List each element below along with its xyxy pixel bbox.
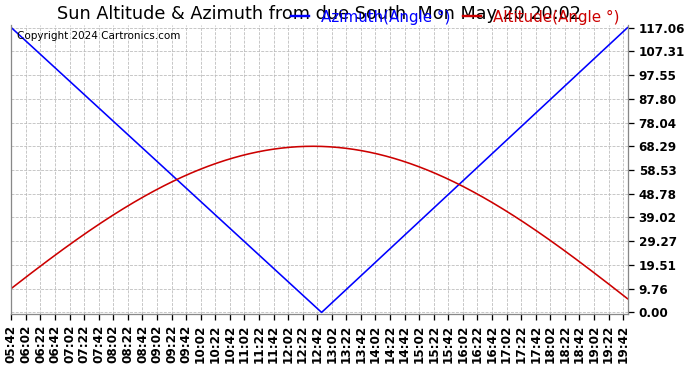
Title: Sun Altitude & Azimuth from due South  Mon May 20 20:02: Sun Altitude & Azimuth from due South Mo…: [57, 5, 582, 23]
Text: Copyright 2024 Cartronics.com: Copyright 2024 Cartronics.com: [17, 31, 181, 41]
Legend: Azimuth(Angle °), Altitude(Angle °): Azimuth(Angle °), Altitude(Angle °): [291, 10, 620, 25]
